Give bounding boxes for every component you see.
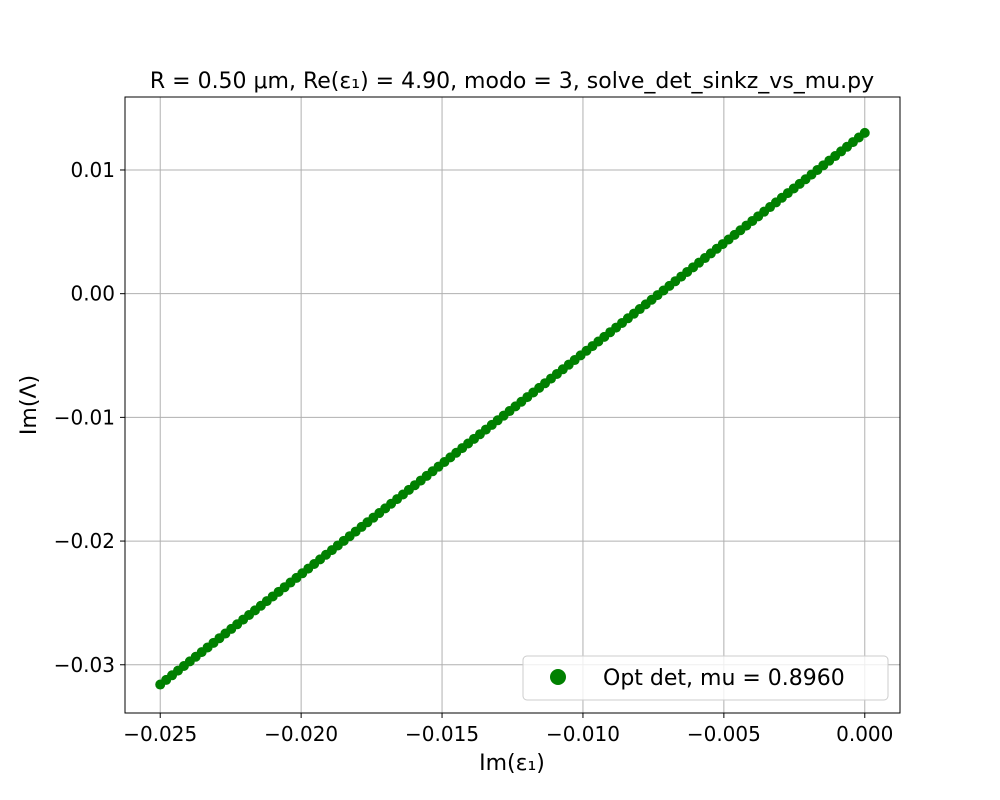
x-tick-label: −0.025 — [123, 722, 197, 746]
y-tick-label: −0.02 — [54, 529, 115, 553]
y-tick-label: 0.00 — [70, 282, 115, 306]
legend-marker — [550, 669, 566, 685]
data-point — [859, 127, 870, 138]
legend-label: Opt det, mu = 0.8960 — [603, 666, 845, 691]
y-tick-label: −0.01 — [54, 405, 115, 429]
x-axis-label: Im(ε₁) — [479, 751, 545, 776]
x-tick-label: −0.005 — [687, 722, 761, 746]
x-tick-label: −0.015 — [405, 722, 479, 746]
x-tick-label: −0.020 — [264, 722, 338, 746]
x-tick-label: 0.000 — [836, 722, 893, 746]
x-tick-label: −0.010 — [546, 722, 620, 746]
legend: Opt det, mu = 0.8960 — [522, 655, 889, 701]
y-tick-label: −0.03 — [54, 653, 115, 677]
y-axis-label: Im(Λ) — [17, 375, 42, 435]
y-tick-label: 0.01 — [70, 158, 115, 182]
chart-title: R = 0.50 μm, Re(ε₁) = 4.90, modo = 3, so… — [150, 69, 874, 94]
x-axis-ticks: −0.025 −0.020 −0.015 −0.010 −0.005 0.000 — [123, 713, 893, 746]
data-points — [155, 127, 870, 690]
grid-lines — [125, 97, 900, 713]
y-axis-ticks: −0.03 −0.02 −0.01 0.00 0.01 — [54, 158, 125, 677]
plot-frame — [124, 96, 901, 714]
legend-box — [522, 655, 889, 701]
